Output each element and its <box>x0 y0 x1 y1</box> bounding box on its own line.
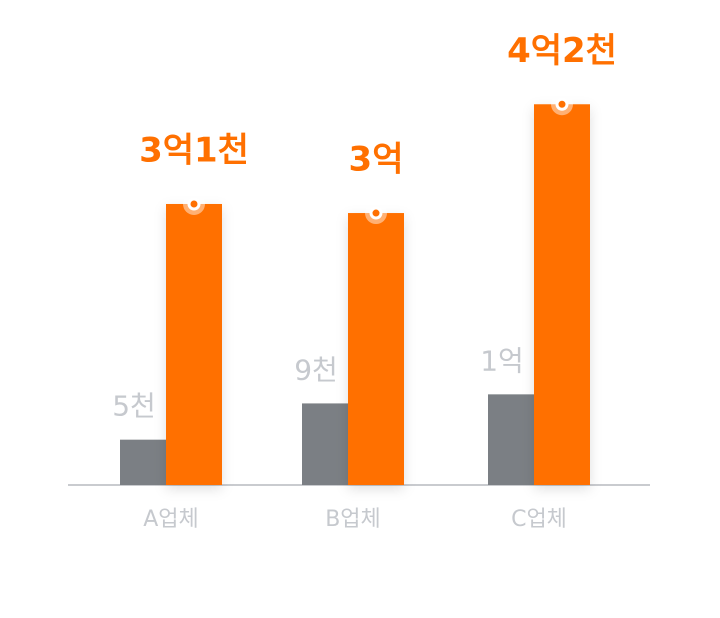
bar <box>302 403 348 485</box>
value-label: 4억2천 <box>507 31 617 71</box>
value-label: 1억 <box>480 344 524 377</box>
bar <box>120 439 166 485</box>
value-label: 3억1천 <box>139 130 249 170</box>
bar <box>488 394 534 485</box>
x-tick-label: C업체 <box>511 507 567 532</box>
value-label: 9천 <box>294 353 338 386</box>
bar-marker <box>187 197 201 211</box>
value-label: 5천 <box>112 390 156 423</box>
bar <box>534 104 590 486</box>
value-label: 3억 <box>349 140 404 180</box>
bar <box>348 213 404 486</box>
x-tick-label: A업체 <box>143 507 199 532</box>
x-tick-label: B업체 <box>325 507 381 532</box>
bar-marker <box>369 206 383 220</box>
bar <box>166 203 222 485</box>
bar-marker <box>555 97 569 111</box>
